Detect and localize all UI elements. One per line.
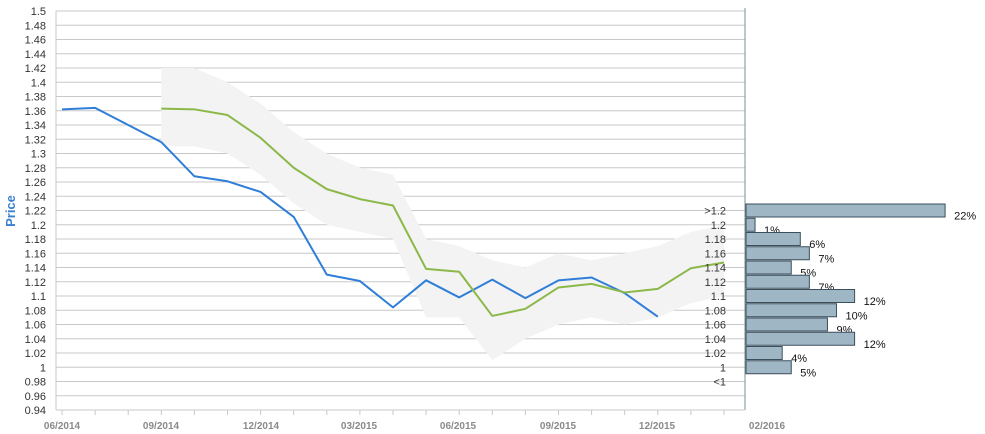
y-tick-label: 1.08 (25, 305, 46, 317)
actual-price-line (61, 106, 659, 318)
price-lines (61, 106, 725, 318)
dist-percent-label: 12% (864, 339, 886, 351)
y-tick-label: 1.28 (25, 163, 46, 175)
forecast-price-line (161, 107, 725, 317)
y-tick-label: 1 (40, 362, 46, 374)
dist-category-label: <1 (713, 377, 726, 389)
y-tick-label: 1.2 (31, 220, 46, 232)
dist-category-label: 1.1 (711, 291, 726, 303)
distribution-bars: >1.2 22%1.2 1%1.18 6%1.16 7%1.14 5%1.12 7%1.1 1… (704, 203, 976, 389)
dist-percent-label: 22% (954, 211, 976, 223)
dist-percent-label: 4% (791, 353, 807, 365)
y-axis-label: Price (3, 195, 18, 227)
y-tick-label: 1.1 (31, 291, 46, 303)
y-tick-label: 1.46 (25, 35, 46, 47)
dist-category-label: 1.16 (705, 248, 726, 260)
dist-category-label: 1 (720, 362, 726, 374)
x-tick-label: 03/2015 (341, 421, 378, 432)
x-tick-label: 09/2014 (143, 421, 180, 432)
dist-bar (745, 260, 792, 275)
dist-bar (745, 217, 756, 232)
y-tick-label: 1.4 (31, 77, 46, 89)
y-tick-label: 1.38 (25, 92, 46, 104)
x-axis: 06/2014 09/2014 12/2014 03/2015 06/2015 09/20… (44, 409, 786, 432)
y-tick-label: 1.48 (25, 20, 46, 32)
dist-bar (745, 303, 837, 318)
x-tick-label: 12/2015 (639, 421, 676, 432)
dist-bar (745, 246, 810, 261)
dist-percent-label: 7% (818, 253, 834, 265)
dist-category-label: 1.02 (705, 348, 726, 360)
dist-percent-label: 10% (846, 310, 868, 322)
dist-percent-label: 12% (864, 296, 886, 308)
dist-category-label: 1.18 (705, 234, 726, 246)
x-tick-label: 02/2016 (749, 421, 786, 432)
y-tick-label: 1.3 (31, 149, 46, 161)
dist-category-label: 1.06 (705, 320, 726, 332)
dist-category-label: 1.08 (705, 305, 726, 317)
y-tick-label: 1.5 (31, 6, 46, 18)
y-tick-label: 1.22 (25, 206, 46, 218)
x-tick-label: 09/2015 (540, 421, 577, 432)
y-tick-label: 1.32 (25, 134, 46, 146)
y-tick-label: 1.02 (25, 348, 46, 360)
y-axis-tick-labels: 1.5 1.48 1.46 1.44 1.42 1.4 1.38 1.36 1.34 1.32 1.… (25, 6, 46, 417)
x-tick-label: 06/2014 (44, 421, 81, 432)
dist-percent-label: 5% (800, 367, 816, 379)
forecast-band (161, 68, 725, 361)
y-tick-label: 1.42 (25, 63, 46, 75)
x-tick-label: 06/2015 (440, 421, 477, 432)
confidence-band (161, 68, 725, 361)
dist-category-label: 1.04 (705, 334, 726, 346)
y-tick-label: 1.34 (25, 120, 46, 132)
dist-bar (745, 232, 801, 246)
y-tick-label: 1.12 (25, 277, 46, 289)
dist-percent-label: 6% (809, 239, 825, 251)
dist-bar (745, 331, 856, 346)
dist-bar (745, 274, 810, 289)
dist-bar (745, 360, 792, 375)
y-tick-label: 1.26 (25, 177, 46, 189)
y-tick-label: 0.96 (25, 391, 46, 403)
y-tick-label: 1.04 (25, 334, 46, 346)
dist-bar (745, 289, 856, 303)
y-tick-label: 1.06 (25, 320, 46, 332)
y-tick-label: 1.44 (25, 49, 46, 61)
dist-category-label: 1.12 (705, 277, 726, 289)
y-tick-label: 1.36 (25, 106, 46, 118)
dist-category-label: 1.14 (705, 263, 726, 275)
y-tick-label: 1.14 (25, 263, 46, 275)
y-tick-label: 0.98 (25, 377, 46, 389)
dist-category-label: 1.2 (711, 220, 726, 232)
y-tick-label: 1.16 (25, 248, 46, 260)
dist-bar (745, 317, 828, 332)
y-tick-label: 1.24 (25, 191, 46, 203)
dist-category-label: >1.2 (704, 206, 726, 218)
x-tick-label: 12/2014 (243, 421, 280, 432)
dist-bar (745, 346, 783, 360)
dist-bar (745, 203, 946, 218)
y-tick-label: 0.94 (25, 405, 46, 417)
y-tick-label: 1.18 (25, 234, 46, 246)
